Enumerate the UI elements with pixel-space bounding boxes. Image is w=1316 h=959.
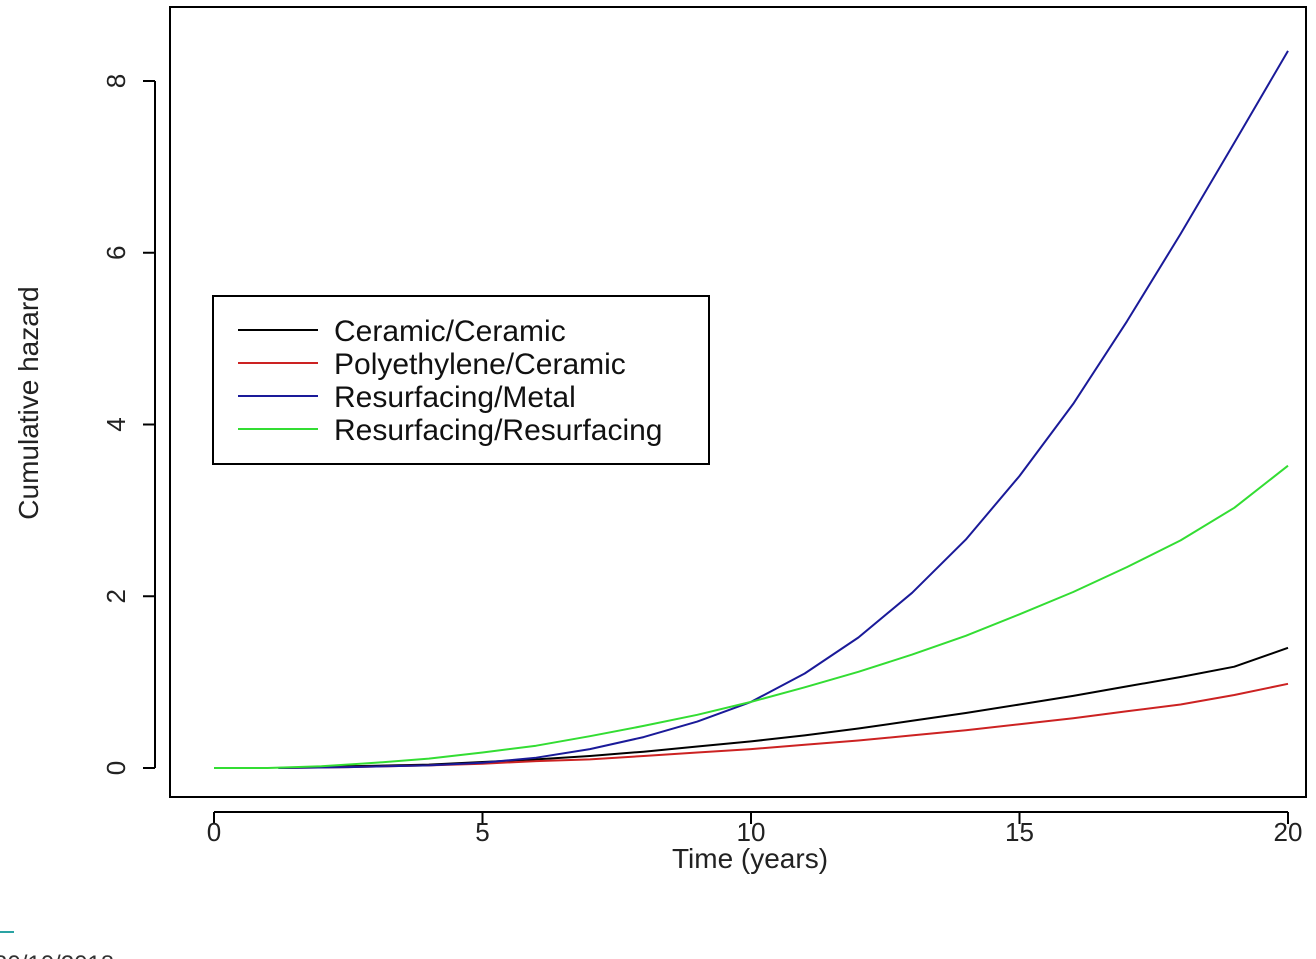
x-axis: 0 5 10 15 20 [207, 811, 1303, 847]
x-tick-label: 15 [1005, 817, 1034, 847]
y-tick-label: 8 [101, 74, 131, 88]
y-tick-label: 0 [101, 761, 131, 775]
series-line-1 [278, 646, 1289, 769]
x-tick-label: 5 [475, 817, 489, 847]
legend-label-2: Polyethylene/Ceramic [334, 348, 626, 381]
series-line-4 [214, 464, 1289, 769]
y-tick-label: 2 [101, 589, 131, 603]
x-tick-label: 0 [207, 817, 221, 847]
legend-label-3: Resurfacing/Metal [334, 381, 576, 414]
series-line-3 [278, 50, 1289, 769]
series-line-2 [278, 682, 1289, 769]
x-axis-label: Time (years) [672, 843, 828, 874]
legend-box [212, 295, 710, 465]
y-axis-label: Cumulative hazard [13, 286, 44, 519]
legend-items: Ceramic/CeramicPolyethylene/CeramicResur… [238, 315, 663, 447]
y-tick-label: 4 [101, 417, 131, 431]
y-axis: 0 2 4 6 8 [101, 74, 156, 775]
legend-label-1: Ceramic/Ceramic [334, 315, 566, 348]
series-layer [214, 50, 1289, 769]
footer-date: 30/10/2018 [0, 951, 114, 959]
y-tick-label: 6 [101, 246, 131, 260]
x-tick-label: 20 [1274, 817, 1303, 847]
plot-frame [169, 6, 1307, 798]
legend: Ceramic/CeramicPolyethylene/CeramicResur… [212, 295, 710, 465]
x-tick-label: 10 [737, 817, 766, 847]
legend-label-4: Resurfacing/Resurfacing [334, 414, 663, 447]
